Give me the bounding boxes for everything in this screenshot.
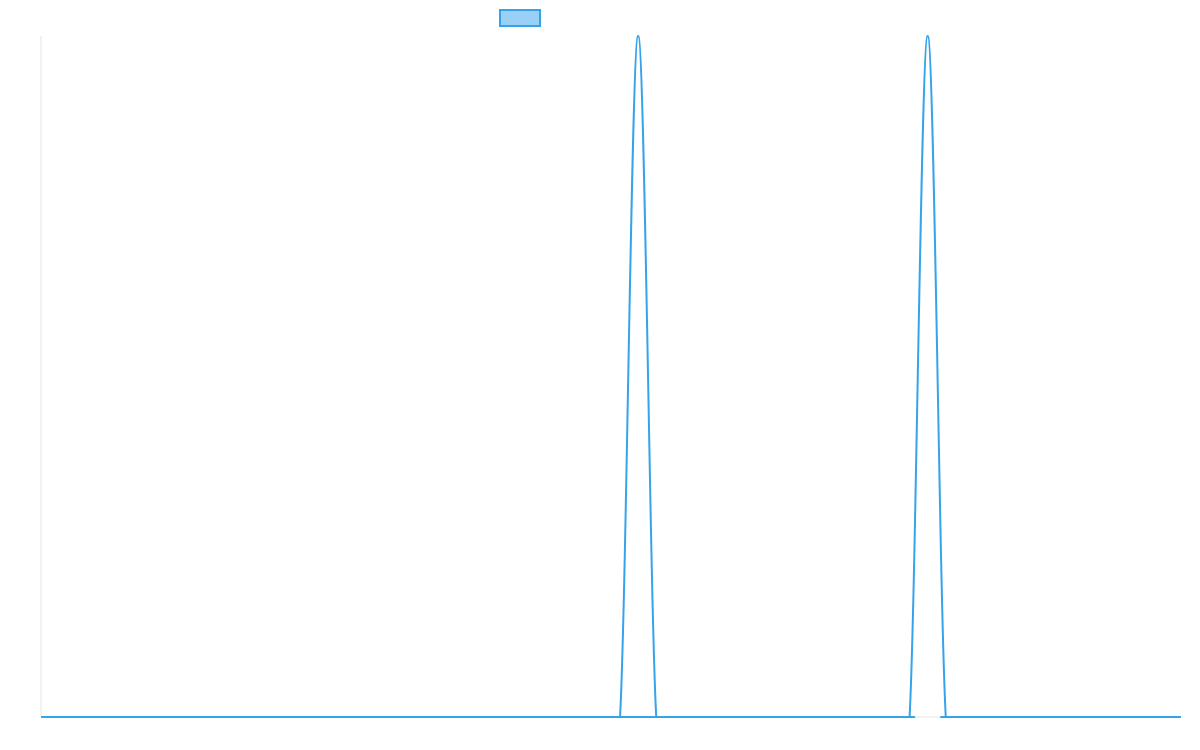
series-line-0 xyxy=(40,35,1181,719)
legend xyxy=(499,9,541,27)
legend-swatch-0[interactable] xyxy=(499,9,541,27)
axes xyxy=(40,36,1181,718)
series-layer xyxy=(40,35,1181,719)
